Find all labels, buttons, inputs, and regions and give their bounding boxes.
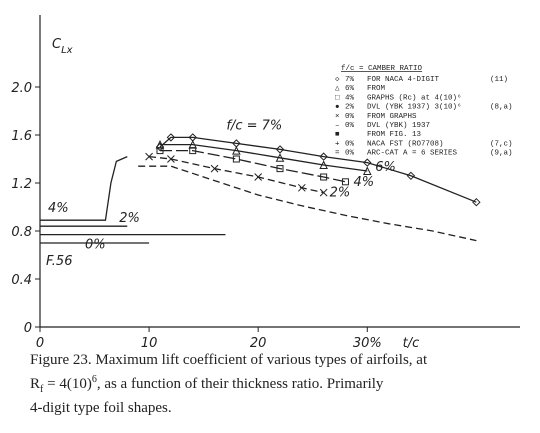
marker xyxy=(166,133,176,142)
legend-text: NACA FST (RO7708) xyxy=(367,140,444,148)
x-tick-label: 20 xyxy=(250,336,267,351)
marker xyxy=(362,166,372,175)
series-label: F.56 xyxy=(46,254,72,269)
series-line xyxy=(40,156,128,221)
marker xyxy=(210,164,219,173)
legend-text: DVL (YBK 1937) 3(10)⁶ xyxy=(367,103,462,112)
legend-symbol: ■ xyxy=(335,131,340,139)
legend-camber: 6% xyxy=(345,85,355,93)
y-label-sub: Lx xyxy=(61,45,73,56)
caption-part: f xyxy=(40,384,44,395)
series-label: 4% xyxy=(48,201,69,216)
marker xyxy=(319,152,328,161)
marker xyxy=(275,153,285,162)
legend-camber: 0% xyxy=(345,150,355,158)
marker xyxy=(276,165,284,173)
marker xyxy=(145,152,153,161)
marker xyxy=(297,183,306,192)
caption-line: Rf = 4(10)6, as a function of their thic… xyxy=(30,374,384,395)
series-line xyxy=(159,136,477,203)
legend-camber: 7% xyxy=(345,76,355,84)
caption-part: 6 xyxy=(92,374,97,385)
x-axis-label: t/c xyxy=(403,336,420,351)
caption-line: 4-digit type foil shapes. xyxy=(30,400,172,416)
marker xyxy=(319,188,328,197)
y-tick-label: 0 xyxy=(24,321,32,336)
marker xyxy=(363,158,372,167)
legend-text: DVL (YBK) 1937 xyxy=(367,122,430,130)
caption-part: = 4(10) xyxy=(43,376,91,392)
series-line xyxy=(160,143,368,172)
y-tick-label: 0.4 xyxy=(11,273,32,288)
marker xyxy=(320,173,328,181)
legend-camber: 0% xyxy=(345,113,355,121)
legend-ref: (7,c) xyxy=(490,140,513,148)
legend-symbol: + xyxy=(335,140,340,148)
legend-camber: 4% xyxy=(345,94,355,102)
series-label: 4% xyxy=(353,175,374,190)
marker xyxy=(341,178,349,186)
marker xyxy=(189,147,197,155)
y-tick-label: 2.0 xyxy=(11,81,32,96)
caption-part: , as a function of their thickness ratio… xyxy=(97,376,384,392)
y-tick-label: 0.8 xyxy=(11,225,32,240)
legend-text: FROM FIG. 13 xyxy=(367,131,422,139)
legend-symbol: × xyxy=(335,113,340,121)
series-line xyxy=(149,155,324,194)
caption-part: R xyxy=(30,376,40,392)
marker xyxy=(156,147,164,155)
series-label: 0% xyxy=(85,238,106,253)
legend-symbol: – xyxy=(335,122,340,130)
legend-symbol: △ xyxy=(335,85,340,93)
series-line xyxy=(160,149,346,183)
series-line xyxy=(138,165,477,242)
series-label: f/c = 7% xyxy=(226,118,282,133)
y-tick-label: 1.2 xyxy=(11,177,32,192)
legend-ref: (8,a) xyxy=(490,104,513,112)
legend-camber: 0% xyxy=(345,122,355,130)
x-tick-label: 10 xyxy=(141,336,158,351)
legend-symbol: ● xyxy=(335,104,340,112)
y-label: C xyxy=(52,37,62,52)
legend-ref: (9,a) xyxy=(490,150,513,158)
legend-text: FROM xyxy=(367,85,386,93)
series-label: 6% xyxy=(375,160,396,175)
legend-camber: 0% xyxy=(345,140,355,148)
legend-symbol: □ xyxy=(335,94,340,102)
x-tick-label: 0 xyxy=(36,336,44,351)
legend-camber: 2% xyxy=(345,104,355,112)
legend-text: ARC-CAT A = 6 SERIES xyxy=(367,150,458,158)
x-tick-label: 30% xyxy=(353,336,382,351)
marker xyxy=(232,155,240,163)
marker xyxy=(319,160,328,169)
y-tick-label: 1.6 xyxy=(11,129,32,144)
legend-ref: (11) xyxy=(490,76,508,84)
legend-text: FROM GRAPHS xyxy=(367,113,417,121)
series-label: 2% xyxy=(119,211,140,226)
marker xyxy=(275,145,285,154)
legend-text: GRAPHS (Rc) at 4(10)⁶ xyxy=(367,93,462,102)
y-axis-label: CLx xyxy=(52,37,73,56)
legend-text: FOR NACA 4-DIGIT xyxy=(367,76,440,84)
marker xyxy=(472,197,481,207)
legend-title: f/c = CAMBER RATIO xyxy=(341,65,423,73)
marker xyxy=(167,155,175,163)
series-label: 2% xyxy=(330,186,351,201)
caption-line: Figure 23. Maximum lift coefficient of v… xyxy=(30,352,428,368)
marker xyxy=(254,173,263,181)
marker xyxy=(406,171,416,181)
legend-symbol: ◇ xyxy=(335,76,340,84)
marker xyxy=(232,145,241,155)
legend-symbol: = xyxy=(335,150,340,158)
